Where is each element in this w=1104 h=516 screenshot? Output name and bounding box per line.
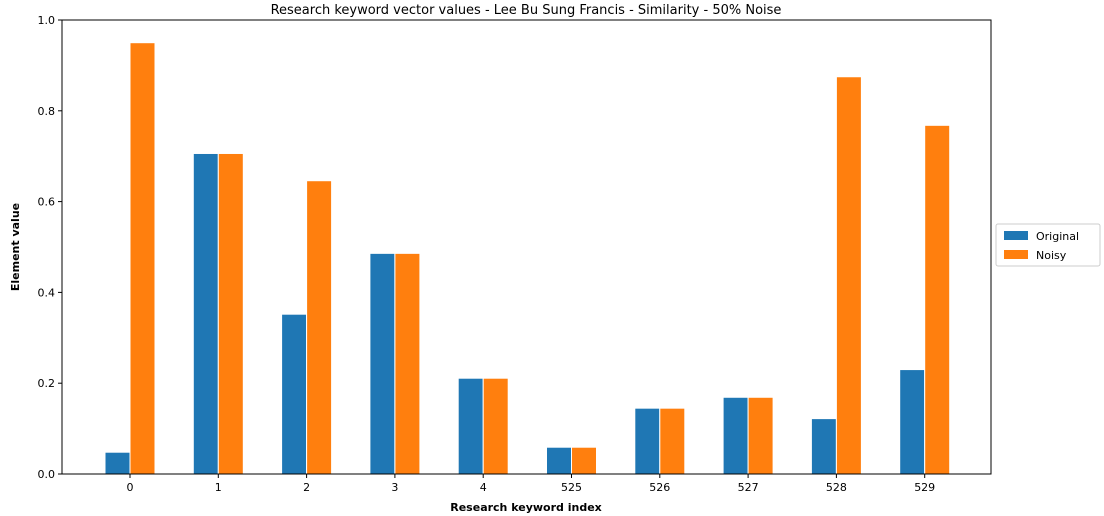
y-tick-label: 1.0 bbox=[38, 14, 56, 27]
bar-original-3 bbox=[369, 252, 396, 475]
legend-label-noisy: Noisy bbox=[1036, 249, 1067, 262]
x-axis-label: Research keyword index bbox=[450, 501, 602, 514]
legend-swatch-original bbox=[1004, 231, 1028, 240]
x-tick-label: 527 bbox=[738, 481, 759, 494]
bar-noisy-526 bbox=[659, 407, 686, 475]
bar-noisy-0 bbox=[129, 42, 156, 475]
chart-title: Research keyword vector values - Lee Bu … bbox=[271, 3, 782, 18]
x-axis: 0 1 2 3 4 525 526 527 528 529 bbox=[127, 474, 935, 494]
plot-frame bbox=[61, 19, 992, 475]
bar-original-0 bbox=[104, 451, 131, 475]
bar-noisy-527 bbox=[747, 396, 774, 475]
bar-original-527 bbox=[722, 396, 749, 475]
legend-label-original: Original bbox=[1036, 230, 1079, 243]
y-tick-label: 0.4 bbox=[38, 286, 56, 299]
y-tick-label: 0.2 bbox=[38, 377, 56, 390]
bar-original-526 bbox=[634, 407, 661, 475]
bar-noisy-3 bbox=[394, 252, 421, 475]
bar-original-4 bbox=[457, 377, 484, 475]
y-axis: 0.0 0.2 0.4 0.6 0.8 1.0 bbox=[38, 14, 62, 481]
y-tick-label: 0.8 bbox=[38, 105, 56, 118]
legend-swatch-noisy bbox=[1004, 250, 1028, 259]
y-axis-label: Element value bbox=[9, 203, 22, 291]
bar-layer bbox=[104, 42, 951, 475]
bar-noisy-1 bbox=[217, 152, 244, 475]
bar-noisy-4 bbox=[482, 377, 509, 475]
x-tick-label: 1 bbox=[215, 481, 222, 494]
x-tick-label: 2 bbox=[303, 481, 310, 494]
bar-original-1 bbox=[192, 152, 219, 475]
x-tick-label: 526 bbox=[649, 481, 670, 494]
bar-original-525 bbox=[546, 446, 572, 475]
bar-noisy-2 bbox=[306, 180, 333, 475]
bar-original-528 bbox=[810, 418, 837, 475]
x-tick-label: 3 bbox=[391, 481, 398, 494]
legend: Original Noisy bbox=[995, 223, 1101, 267]
x-tick-label: 4 bbox=[480, 481, 487, 494]
bar-original-529 bbox=[899, 369, 926, 475]
bar-noisy-525 bbox=[571, 446, 597, 475]
bar-original-2 bbox=[281, 313, 308, 475]
x-tick-label: 0 bbox=[127, 481, 134, 494]
x-tick-label: 528 bbox=[826, 481, 847, 494]
y-tick-label: 0.6 bbox=[38, 196, 56, 209]
bar-noisy-529 bbox=[924, 124, 951, 475]
bar-noisy-528 bbox=[835, 76, 862, 475]
x-tick-label: 525 bbox=[561, 481, 582, 494]
x-tick-label: 529 bbox=[914, 481, 935, 494]
y-tick-label: 0.0 bbox=[38, 468, 56, 481]
